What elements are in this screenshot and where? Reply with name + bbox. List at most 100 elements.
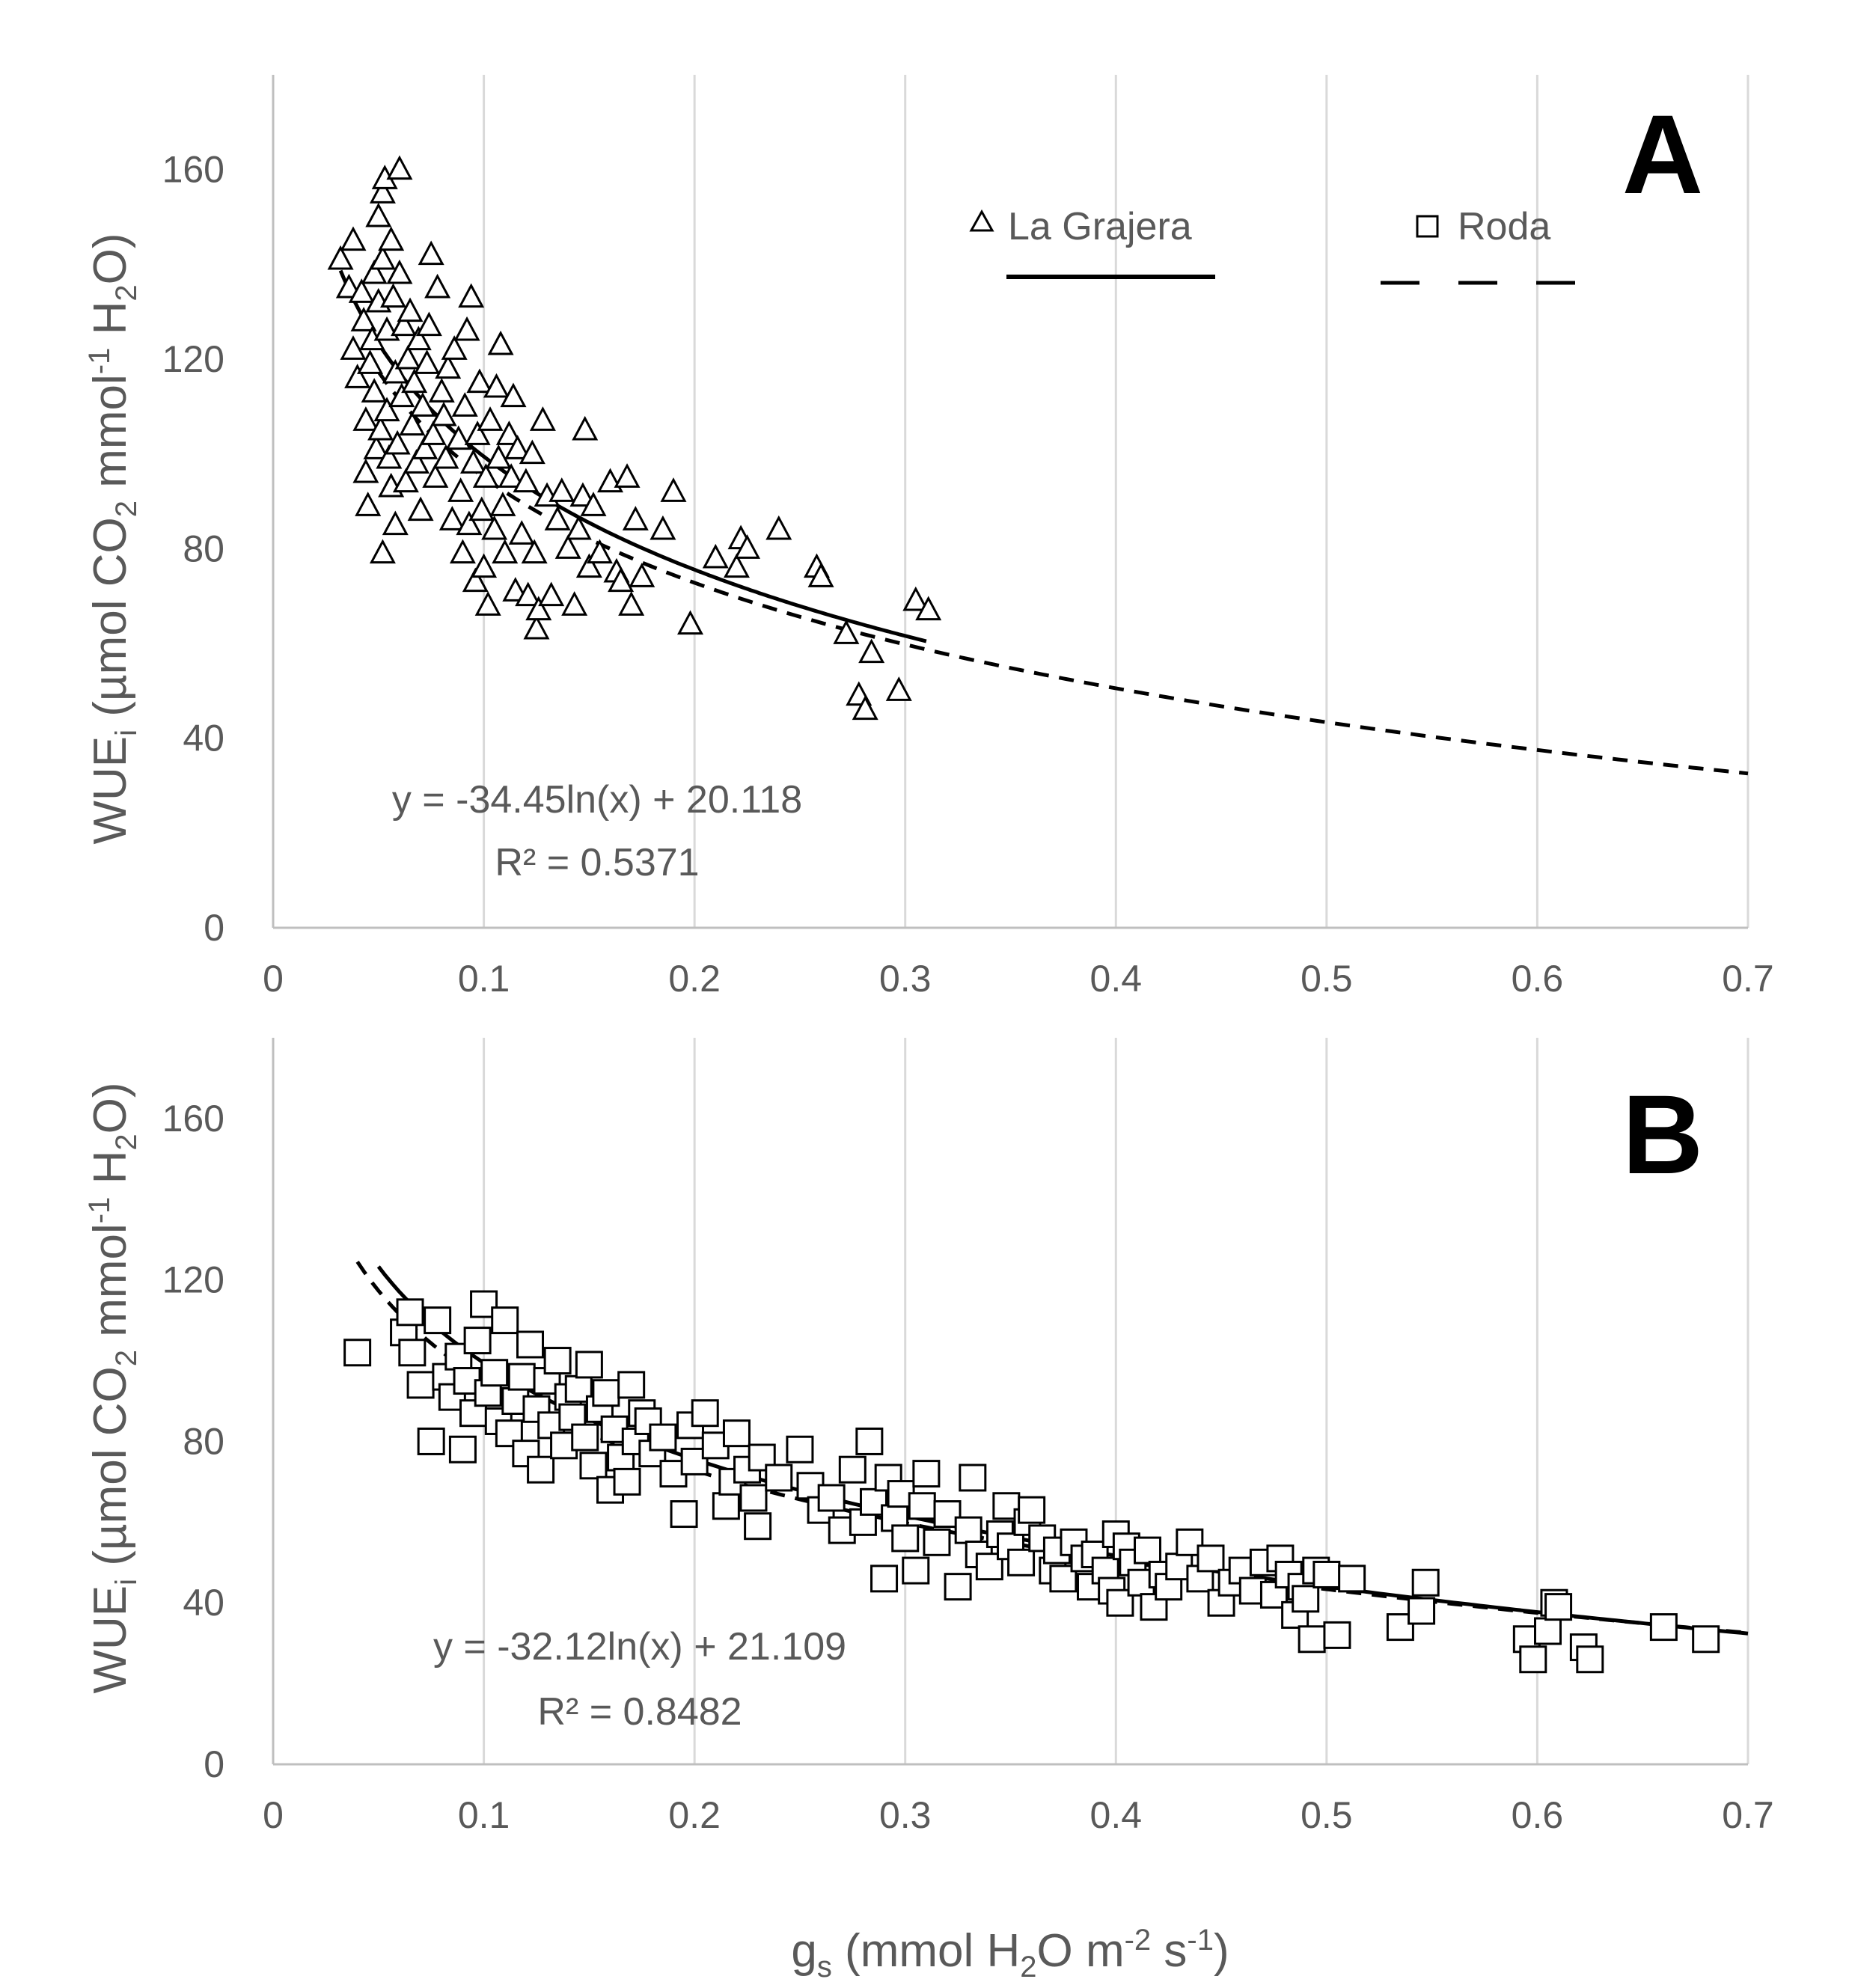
data-point-triangle [384,429,411,455]
axis-label-part: g [791,1925,816,1977]
panel-a-equation: y = -34.45ln(x) + 20.118 [392,778,802,822]
data-point-triangle [548,477,575,502]
axis-label-part: s [817,1951,832,1984]
data-point-triangle [350,307,377,331]
data-point-triangle [521,539,548,564]
data-point-triangle [367,415,394,441]
data-point-triangle [340,335,367,360]
data-point-triangle [485,444,512,469]
data-point-triangle [378,226,405,251]
data-point-triangle [407,496,434,522]
data-point-triangle [361,259,388,284]
axis-label-part: H [85,1151,136,1197]
data-point-triangle [523,614,550,640]
data-point-square [507,1362,536,1391]
data-point-triangle [458,283,485,308]
data-point-triangle [415,311,442,337]
data-point-triangle [529,406,556,431]
axis-label-part: s [1151,1925,1187,1977]
x-tick-label: 0.7 [1722,1794,1774,1836]
panel-a-letter: A [1622,91,1703,217]
data-point-triangle [428,378,455,403]
data-point-square [1007,1548,1036,1576]
data-point-square [1534,1617,1562,1645]
data-point-square [1134,1536,1162,1565]
axis-label-part: (µmol CO [85,1366,136,1579]
data-point-square [902,1556,930,1585]
x-tick-label: 0.1 [458,958,510,1000]
data-point-square [855,1427,884,1455]
data-point-square [817,1484,846,1512]
data-point-triangle [885,676,912,701]
legend-label-la-grajera: La Grajera [1008,205,1192,248]
data-point-triangle [394,344,421,370]
data-point-square [424,1306,452,1335]
x-tick-label: 0.4 [1090,958,1143,1000]
axis-label-part: O) [85,233,136,284]
data-point-triangle [915,596,942,621]
data-point-triangle [399,411,426,436]
data-point-square [343,1339,372,1367]
data-point-triangle [392,468,419,493]
data-point-triangle [554,534,581,559]
data-point-square [571,1423,599,1452]
data-point-square [527,1455,555,1484]
data-point-square [396,1298,424,1327]
data-point-square [470,1290,498,1318]
data-point-triangle [435,354,462,379]
data-point-square [649,1423,677,1452]
data-point-triangle [614,463,641,488]
y-tick-label: 120 [162,1259,224,1301]
data-point-triangle [902,586,929,611]
data-point-triangle [369,245,396,270]
data-point-triangle [586,539,613,564]
y-tick-label: 160 [162,149,224,191]
data-point-triangle [858,638,885,664]
data-point-square [512,1440,540,1468]
data-point-triangle [495,420,522,445]
data-point-square [1544,1593,1573,1621]
panel-b-y-axis-label: WUEi (µmol CO2 mmol-1 H2O) [83,1082,143,1693]
y-tick-label: 120 [162,338,224,380]
x-tick-label: 0.1 [458,1794,510,1836]
data-point-square [891,1524,920,1553]
x-tick-label: 0.5 [1301,1794,1353,1836]
data-point-square [406,1371,435,1399]
data-point-triangle [608,567,635,593]
data-point-square [722,1419,751,1448]
panel-a-axes [272,75,1748,929]
data-point-triangle [438,506,465,530]
data-point-triangle [391,311,418,337]
panel-b-tick-labels: 0 0.1 0.2 0.3 0.4 0.5 0.6 0.7 0 40 80 120 160 [162,1098,1774,1836]
data-point-triangle [453,316,480,341]
data-point-triangle [580,492,607,516]
panel-a-y-axis-label: WUEi (µmol CO2 mmol-1 H2O) [83,233,143,844]
data-point-square [1140,1593,1168,1621]
panel-a-r-squared: R² = 0.5371 [495,841,699,884]
data-point-square [959,1464,987,1492]
axis-label-part: i [110,730,143,736]
data-point-square [575,1351,603,1379]
y-tick-label: 40 [183,1582,224,1624]
y-tick-label: 0 [204,907,224,949]
data-point-square [944,1573,972,1601]
data-point-triangle [538,581,565,607]
data-point-square [543,1347,572,1375]
data-point-square [491,1306,519,1335]
data-point-triangle [575,553,602,578]
data-point-triangle [447,477,474,502]
data-point-square [463,1327,492,1355]
data-point-triangle [481,515,508,540]
data-point-triangle [515,581,542,607]
data-point-square [1323,1621,1351,1649]
data-point-triangle [702,543,729,569]
data-point-triangle [424,273,451,299]
data-point-triangle [441,335,468,360]
data-point-triangle [459,449,486,474]
data-point-triangle [420,420,447,445]
data-point-triangle [409,392,436,417]
data-point-triangle [386,259,413,284]
data-point-triangle [508,520,535,545]
data-point-triangle [504,435,531,459]
